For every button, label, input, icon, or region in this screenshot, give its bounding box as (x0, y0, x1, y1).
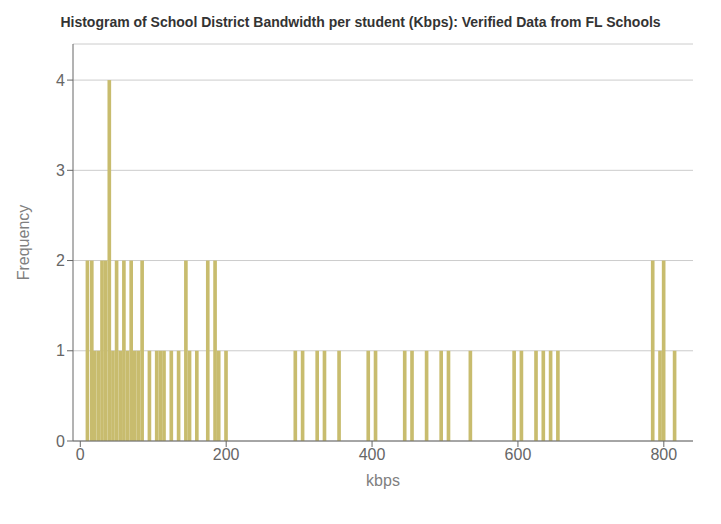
svg-text:Frequency: Frequency (15, 205, 32, 281)
svg-text:400: 400 (359, 446, 386, 463)
svg-text:2: 2 (56, 252, 65, 269)
svg-text:1: 1 (56, 342, 65, 359)
svg-text:kbps: kbps (366, 472, 400, 489)
svg-text:3: 3 (56, 162, 65, 179)
svg-text:4: 4 (56, 72, 65, 89)
svg-text:200: 200 (213, 446, 240, 463)
html-text:Histogram of School District B: Histogram of School District Bandwidth p… (60, 14, 661, 30)
svg-text:0: 0 (56, 433, 65, 450)
svg-text:600: 600 (505, 446, 532, 463)
svg-text:0: 0 (76, 446, 85, 463)
svg-text:800: 800 (650, 446, 677, 463)
